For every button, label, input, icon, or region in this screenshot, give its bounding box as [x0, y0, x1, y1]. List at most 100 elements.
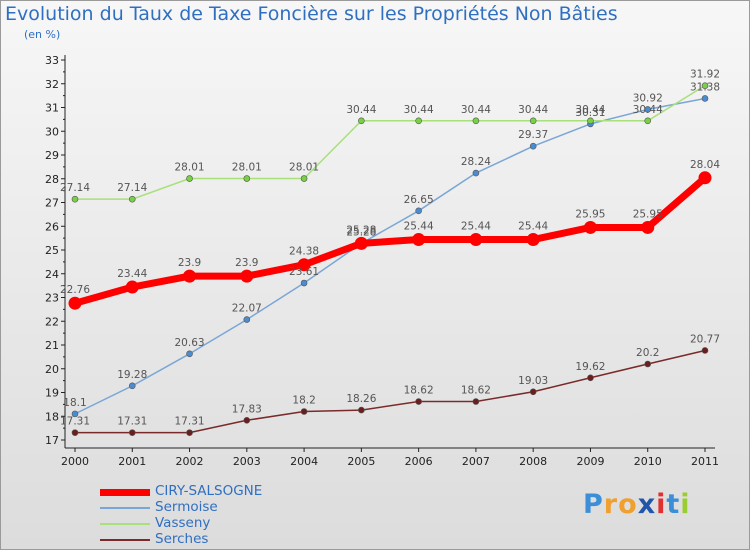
- data-point-sermoise: [300, 279, 308, 287]
- y-tick-label: 26: [45, 220, 59, 233]
- data-label-ciry-salsogne: 25.28: [346, 224, 376, 236]
- data-point-sermoise: [529, 142, 537, 150]
- data-label-serches: 20.2: [636, 347, 659, 359]
- legend-label: Serches: [155, 531, 209, 547]
- line-chart: 17 18 19 20 21 22 23 24 25 26 27 28 29 30 31 32 33 2000 20…: [45, 54, 720, 468]
- data-label-serches: 18.2: [292, 395, 315, 407]
- y-tick-label: 32: [45, 78, 59, 91]
- data-point-serches: [300, 408, 308, 415]
- data-point-ciry-salsogne: [583, 220, 597, 234]
- logo-letter: i: [656, 489, 667, 520]
- data-label-serches: 19.62: [575, 361, 605, 373]
- y-tick-label: 18: [45, 410, 59, 423]
- data-point-ciry-salsogne: [526, 233, 540, 247]
- data-label-vasseny: 30.44: [346, 104, 376, 116]
- data-point-serches: [243, 416, 251, 424]
- data-point-serches: [415, 398, 422, 405]
- logo-letter: r: [603, 489, 619, 520]
- data-label-ciry-salsogne: 25.44: [518, 221, 548, 233]
- data-point-ciry-salsogne: [412, 233, 426, 247]
- data-point-ciry-salsogne: [68, 296, 82, 310]
- legend-swatch: [100, 507, 150, 509]
- legend-swatch: [100, 488, 150, 496]
- data-label-vasseny: 28.01: [232, 162, 262, 174]
- data-point-vasseny: [587, 117, 594, 125]
- data-label-serches: 18.26: [346, 393, 376, 405]
- data-label-sermoise: 29.37: [518, 129, 548, 141]
- data-label-serches: 17.31: [175, 416, 205, 428]
- data-point-vasseny: [472, 117, 480, 125]
- x-tick-label: 2003: [233, 455, 261, 468]
- data-point-ciry-salsogne: [240, 269, 254, 283]
- data-label-ciry-salsogne: 23.44: [117, 268, 147, 280]
- data-label-ciry-salsogne: 28.04: [690, 159, 720, 171]
- data-point-serches: [587, 374, 594, 382]
- data-point-sermoise: [472, 169, 480, 177]
- data-point-vasseny: [243, 175, 251, 182]
- y-tick-label: 33: [45, 54, 59, 67]
- y-tick-label: 24: [45, 268, 59, 281]
- data-point-sermoise: [644, 106, 652, 113]
- y-tick-label: 21: [45, 339, 59, 352]
- data-point-serches: [701, 347, 709, 354]
- logo-letter: x: [637, 489, 657, 520]
- data-point-vasseny: [358, 117, 365, 125]
- series-layer: [68, 82, 712, 436]
- y-tick-label: 29: [45, 149, 59, 162]
- data-point-sermoise: [186, 350, 193, 358]
- data-label-sermoise: 31.38: [690, 81, 720, 93]
- x-tick-label: 2002: [176, 455, 204, 468]
- data-point-ciry-salsogne: [469, 233, 483, 247]
- data-label-serches: 18.62: [404, 385, 434, 397]
- data-label-serches: 19.03: [518, 375, 548, 387]
- data-label-sermoise: 18.1: [63, 397, 86, 409]
- data-point-ciry-salsogne: [183, 269, 197, 283]
- data-label-serches: 17.31: [117, 416, 147, 428]
- data-point-serches: [128, 429, 136, 436]
- data-label-vasseny: 27.14: [117, 182, 147, 194]
- y-tick-label: 31: [45, 102, 59, 115]
- data-point-serches: [71, 429, 79, 436]
- logo-letter: t: [666, 489, 681, 520]
- data-label-vasseny: 31.92: [690, 69, 720, 81]
- data-point-vasseny: [415, 117, 422, 125]
- legend-item: Vasseny: [100, 516, 360, 532]
- data-label-sermoise: 28.24: [461, 156, 491, 168]
- chart-title: Evolution du Taux de Taxe Foncière sur l…: [5, 3, 618, 25]
- x-tick-label: 2007: [462, 455, 490, 468]
- logo-letter: i: [680, 489, 691, 520]
- data-label-vasseny: 30.44: [633, 104, 663, 116]
- data-label-vasseny: 30.44: [575, 104, 605, 116]
- legend-swatch: [100, 539, 150, 541]
- data-point-serches: [358, 406, 365, 414]
- data-label-vasseny: 28.01: [289, 162, 319, 174]
- data-label-vasseny: 30.44: [404, 104, 434, 116]
- data-label-ciry-salsogne: 25.44: [404, 221, 434, 233]
- legend-label: CIRY-SALSOGNE: [155, 483, 263, 499]
- data-point-vasseny: [300, 175, 308, 182]
- data-label-sermoise: 19.28: [117, 369, 147, 381]
- logo-letter: o: [618, 489, 638, 520]
- y-tick-label: 17: [45, 434, 59, 447]
- x-tick-label: 2006: [405, 455, 433, 468]
- data-label-serches: 20.77: [690, 333, 720, 345]
- y-tick-label: 22: [45, 315, 59, 328]
- data-label-serches: 18.62: [461, 385, 491, 397]
- legend: CIRY-SALSOGNE Sermoise Vasseny Serches: [100, 484, 360, 548]
- x-tick-label: 2000: [61, 455, 89, 468]
- data-point-ciry-salsogne: [354, 236, 368, 250]
- data-point-vasseny: [529, 117, 537, 125]
- data-label-ciry-salsogne: 23.9: [235, 257, 258, 269]
- x-tick-label: 2010: [634, 455, 662, 468]
- proxiti-logo: Proxiti: [583, 489, 691, 520]
- data-point-ciry-salsogne: [125, 280, 139, 294]
- y-tick-label: 20: [45, 363, 59, 376]
- y-tick-label: 27: [45, 197, 59, 210]
- data-label-vasseny: 30.44: [518, 104, 548, 116]
- chart-subtitle: (en %): [24, 28, 61, 41]
- data-point-vasseny: [701, 82, 709, 89]
- series-line-sermoise: [74, 97, 706, 415]
- data-point-ciry-salsogne: [698, 171, 712, 185]
- data-label-serches: 17.83: [232, 403, 262, 415]
